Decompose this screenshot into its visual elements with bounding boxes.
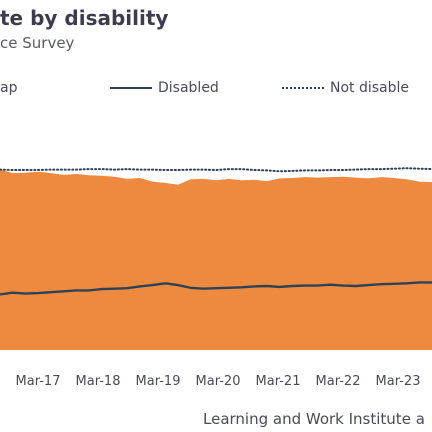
x-tick-label: Mar-21 [256, 374, 301, 389]
disabled-line [0, 281, 432, 296]
x-tick-label: Mar-19 [136, 374, 181, 389]
legend-dotted-line-icon [282, 87, 324, 89]
gap-area [0, 169, 432, 350]
x-tick-label: Mar-20 [196, 374, 241, 389]
legend-gap: ap [0, 80, 17, 96]
legend-gap-label: ap [0, 80, 18, 96]
x-tick-label: Mar-22 [316, 374, 361, 389]
source-note: Learning and Work Institute a [203, 410, 425, 428]
x-tick-label: Mar-17 [16, 374, 61, 389]
chart-plot: Mar-17 Mar-18 Mar-19 Mar-20 Mar-21 Mar-22 Mar-… [0, 167, 432, 389]
chart-subtitle: ce Survey [0, 34, 75, 52]
legend-solid-line-icon [110, 87, 152, 89]
legend-not-disabled-label: Not disable [330, 80, 410, 96]
x-tick-label: Mar-23 [376, 374, 421, 389]
x-tick-label: Mar-18 [76, 374, 121, 389]
legend-disabled: Disabled [110, 80, 219, 96]
legend-not-disabled: Not disable [282, 80, 409, 96]
not-disabled-line [0, 167, 432, 173]
legend-disabled-label: Disabled [158, 80, 219, 96]
chart-title: te by disability [0, 6, 169, 30]
